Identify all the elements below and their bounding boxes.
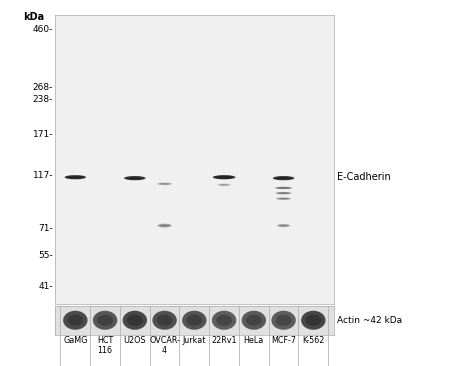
Ellipse shape	[182, 311, 207, 330]
Text: 41-: 41-	[38, 283, 53, 291]
Ellipse shape	[159, 183, 170, 184]
Ellipse shape	[218, 183, 231, 186]
Ellipse shape	[275, 177, 292, 179]
Ellipse shape	[277, 224, 290, 227]
Ellipse shape	[272, 311, 296, 330]
Ellipse shape	[278, 198, 289, 199]
Ellipse shape	[67, 315, 83, 326]
Ellipse shape	[124, 176, 146, 180]
Text: Jurkat: Jurkat	[182, 336, 206, 346]
Ellipse shape	[64, 175, 86, 179]
Ellipse shape	[127, 177, 143, 179]
Ellipse shape	[278, 193, 290, 194]
Ellipse shape	[276, 197, 291, 200]
Ellipse shape	[305, 315, 321, 326]
Ellipse shape	[157, 183, 172, 185]
Text: HeLa: HeLa	[244, 336, 264, 346]
Text: 71-: 71-	[38, 224, 53, 233]
Ellipse shape	[279, 225, 289, 227]
Text: 460-: 460-	[33, 25, 53, 34]
Ellipse shape	[186, 315, 202, 326]
Ellipse shape	[63, 311, 88, 330]
Text: 268-: 268-	[33, 83, 53, 92]
Text: GaMG: GaMG	[63, 336, 88, 346]
Ellipse shape	[93, 311, 117, 330]
Text: 22Rv1: 22Rv1	[211, 336, 237, 346]
Ellipse shape	[216, 315, 232, 326]
Text: K-562: K-562	[302, 336, 325, 346]
Text: Actin ~42 kDa: Actin ~42 kDa	[337, 316, 401, 325]
Ellipse shape	[97, 315, 113, 326]
Text: MCF-7: MCF-7	[271, 336, 296, 346]
Text: kDa: kDa	[23, 12, 44, 22]
Text: 117-: 117-	[33, 171, 53, 180]
Text: 171-: 171-	[33, 131, 53, 139]
Ellipse shape	[277, 187, 290, 188]
Ellipse shape	[219, 184, 229, 186]
Ellipse shape	[275, 187, 292, 189]
Text: U2OS: U2OS	[124, 336, 146, 346]
Ellipse shape	[212, 311, 236, 330]
Ellipse shape	[276, 315, 292, 326]
Ellipse shape	[275, 192, 292, 194]
Ellipse shape	[273, 176, 294, 180]
Ellipse shape	[301, 311, 326, 330]
Ellipse shape	[213, 175, 236, 179]
Text: 238-: 238-	[33, 95, 53, 104]
Ellipse shape	[216, 176, 233, 178]
Ellipse shape	[246, 315, 262, 326]
Ellipse shape	[123, 311, 147, 330]
Ellipse shape	[157, 224, 172, 228]
Text: HCT
116: HCT 116	[97, 336, 113, 355]
Text: OVCAR-
4: OVCAR- 4	[149, 336, 180, 355]
Ellipse shape	[127, 315, 143, 326]
Ellipse shape	[242, 311, 266, 330]
Ellipse shape	[157, 315, 173, 326]
Text: E-Cadherin: E-Cadherin	[337, 172, 390, 182]
Text: 55-: 55-	[38, 251, 53, 260]
Ellipse shape	[159, 225, 170, 227]
Ellipse shape	[153, 311, 177, 330]
Ellipse shape	[67, 176, 83, 178]
